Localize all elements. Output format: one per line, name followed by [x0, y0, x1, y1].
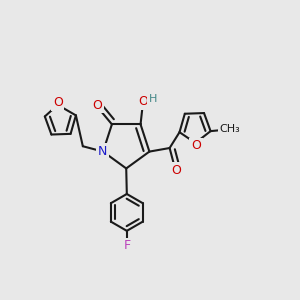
Text: O: O: [53, 96, 63, 109]
Text: CH₃: CH₃: [220, 124, 241, 134]
Text: F: F: [123, 239, 130, 252]
Text: O: O: [138, 95, 148, 108]
Text: O: O: [92, 99, 102, 112]
Text: H: H: [148, 94, 157, 104]
Text: O: O: [171, 164, 181, 177]
Text: N: N: [98, 145, 107, 158]
Text: O: O: [191, 140, 201, 152]
